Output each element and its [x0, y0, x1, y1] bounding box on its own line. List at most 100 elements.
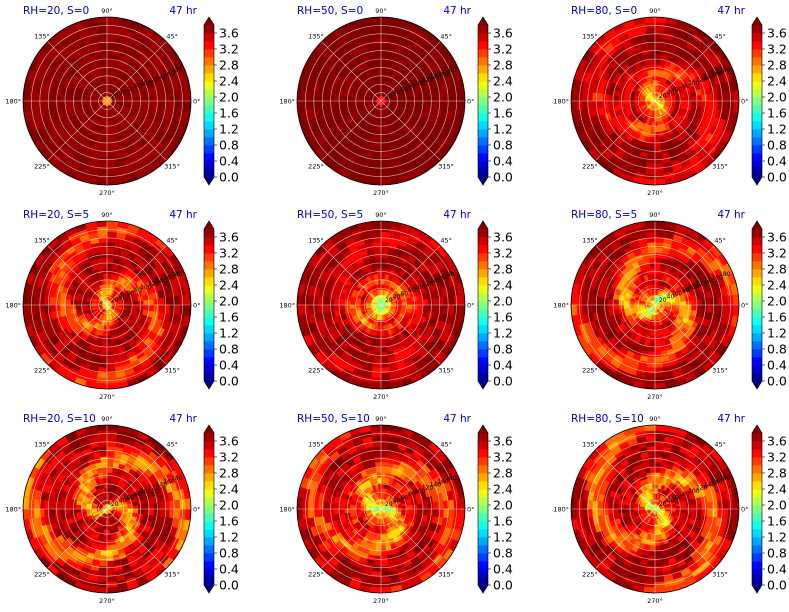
- field-cell: [373, 356, 382, 364]
- grid-spoke: [654, 100, 715, 161]
- colorbar-tick-label: 3.2: [493, 246, 513, 261]
- field-cell: [378, 111, 382, 118]
- radial-tick-label: 40: [393, 294, 401, 301]
- field-cell: [427, 297, 434, 306]
- angle-tick-label: 0°: [741, 98, 748, 106]
- field-cell: [432, 304, 440, 313]
- colorbar-tick-label: 0.4: [767, 154, 787, 169]
- colorbar-segment: [478, 349, 488, 358]
- radial-tick-label: 140: [704, 74, 716, 81]
- panel-title: RH=50, S=0: [297, 5, 363, 17]
- field-cell: [602, 297, 609, 306]
- field-cell: [448, 100, 455, 111]
- field-cell: [643, 178, 656, 185]
- colorbar: 0.00.40.81.21.62.02.42.83.23.6: [203, 16, 239, 186]
- colorbar-segment: [752, 105, 762, 114]
- colorbar-tick-label: 0.4: [493, 358, 513, 373]
- colorbar-segment: [478, 121, 488, 130]
- angle-tick-label: 90°: [101, 7, 113, 15]
- panel-time: 47 hr: [169, 5, 197, 17]
- angle-tick-label: 315°: [164, 367, 180, 375]
- field-cell: [106, 168, 117, 175]
- field-cell: [411, 304, 419, 311]
- field-cell: [64, 299, 71, 306]
- field-cell: [706, 100, 714, 109]
- field-cell: [654, 267, 661, 275]
- field-cell: [307, 100, 314, 111]
- colorbar-tick-label: 2.4: [219, 74, 239, 89]
- field-cell: [97, 372, 108, 379]
- angle-tick-label: 180°: [553, 98, 569, 106]
- angle-tick-label: 0°: [193, 302, 200, 310]
- colorbar-segment: [204, 137, 214, 146]
- colorbar-segment: [204, 153, 214, 162]
- field-cell: [650, 126, 656, 133]
- field-cell: [371, 372, 382, 379]
- angle-tick-label: 270°: [99, 393, 115, 401]
- field-cell: [158, 304, 166, 313]
- colorbar-segment: [478, 357, 488, 366]
- colorbar-segment: [204, 33, 214, 42]
- field-cell: [371, 27, 382, 34]
- field-cell: [23, 293, 30, 306]
- field-cell: [701, 297, 708, 306]
- field-cell: [648, 346, 656, 353]
- angle-tick-label: 315°: [164, 163, 180, 171]
- radial-tick-label: 100: [140, 80, 152, 87]
- colorbar-segment: [204, 269, 214, 278]
- radial-tick-label: 100: [140, 284, 152, 291]
- field-cell: [380, 356, 389, 364]
- radial-tick-label: 60: [126, 86, 134, 93]
- field-cell: [648, 257, 656, 264]
- angle-tick-label: 0°: [467, 302, 474, 310]
- field-cell: [417, 304, 424, 311]
- field-cell: [99, 356, 108, 364]
- polar-frame: [22, 16, 192, 186]
- radial-tick-label: 40: [119, 90, 127, 97]
- field-cell: [696, 304, 703, 312]
- field-cell: [90, 98, 97, 102]
- radial-tick-label: 180: [171, 67, 183, 74]
- field-cell: [143, 100, 150, 107]
- colorbar-segment: [204, 41, 214, 50]
- field-cell: [174, 91, 181, 102]
- colorbar-segment: [478, 285, 488, 294]
- grid-spoke: [380, 100, 441, 161]
- angle-tick-label: 315°: [712, 163, 728, 171]
- field-cell: [375, 341, 382, 348]
- colorbar-tick-label: 2.8: [493, 262, 513, 277]
- colorbar-segment: [478, 333, 488, 342]
- field-cell: [581, 91, 588, 102]
- field-cell: [364, 98, 371, 102]
- radial-tick-label: 160: [163, 274, 175, 281]
- colorbar-segment: [204, 113, 214, 122]
- field-cell: [106, 58, 113, 65]
- field-cell: [652, 315, 656, 322]
- grid-spoke: [47, 41, 108, 102]
- field-cell: [148, 94, 155, 102]
- field-cell: [99, 152, 108, 160]
- field-cell: [380, 142, 388, 149]
- field-cell: [654, 231, 665, 238]
- field-cell: [638, 98, 645, 102]
- colorbar-tick-label: 1.2: [219, 326, 239, 341]
- field-cell: [374, 142, 382, 149]
- field-cell: [649, 131, 656, 139]
- grid-spoke: [380, 245, 441, 306]
- field-cell: [369, 178, 382, 185]
- angle-tick-label: 0°: [193, 98, 200, 106]
- field-cell: [680, 100, 687, 106]
- field-layer: [297, 221, 465, 389]
- colorbar-segment: [478, 253, 488, 262]
- colorbar-tick-label: 2.0: [493, 294, 513, 309]
- field-cell: [54, 297, 61, 306]
- radial-tick-label: 160: [437, 274, 449, 281]
- colorbar-segment: [478, 153, 488, 162]
- field-cell: [106, 142, 114, 149]
- field-cell: [654, 257, 662, 264]
- field-cell: [654, 147, 663, 154]
- field-cell: [100, 142, 108, 149]
- field-cell: [101, 131, 108, 139]
- field-cell: [132, 304, 139, 310]
